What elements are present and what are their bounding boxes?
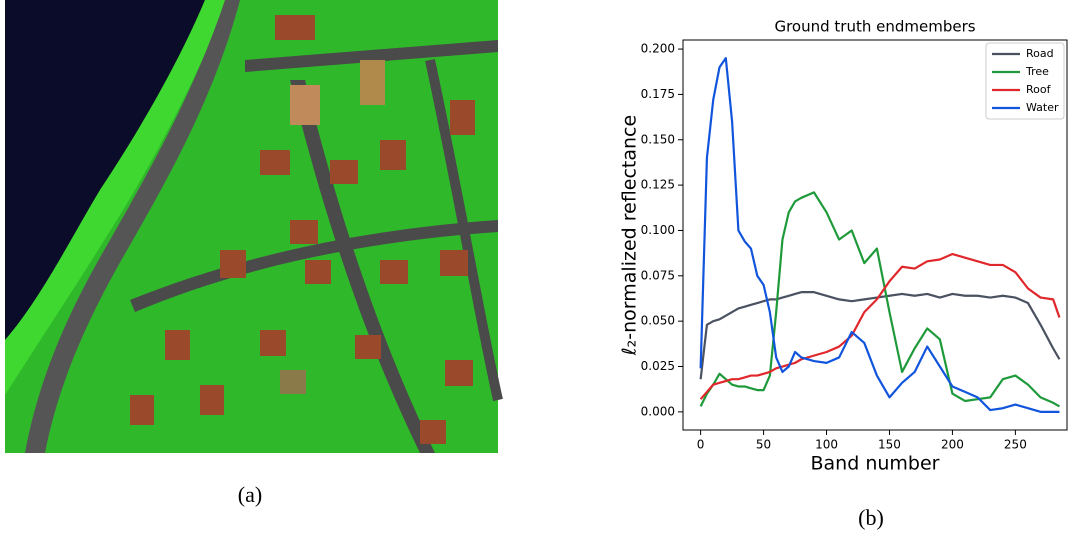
legend-box — [985, 42, 1065, 120]
chart-title: Ground truth endmembers — [774, 18, 975, 36]
legend-label: Tree — [1025, 65, 1049, 78]
legend-label: Road — [1026, 47, 1054, 60]
y-tick-label: 0.075 — [641, 268, 675, 282]
x-tick-label: 100 — [815, 438, 838, 452]
legend-label: Roof — [1026, 83, 1052, 96]
legend-label: Water — [1026, 101, 1059, 114]
series-line — [699, 252, 1061, 400]
series-line — [699, 191, 1060, 408]
x-tick-label: 0 — [697, 438, 705, 452]
y-tick-label: 0.025 — [641, 359, 675, 373]
y-tick-label: 0.200 — [641, 42, 675, 56]
y-tick-label: 0.150 — [641, 132, 675, 146]
y-tick-label: 0.100 — [641, 223, 675, 237]
x-tick-label: 250 — [1004, 438, 1027, 452]
y-tick-label: 0.050 — [641, 314, 675, 328]
aerial-image — [5, 0, 503, 453]
x-tick-label: 150 — [878, 438, 901, 452]
y-tick-label: 0.175 — [641, 87, 675, 101]
x-tick-label: 50 — [756, 438, 771, 452]
caption-a: (a) — [238, 482, 262, 507]
x-tick-label: 200 — [941, 438, 964, 452]
x-axis-label: Band number — [811, 453, 940, 475]
plot-frame — [682, 39, 1068, 431]
y-tick-label: 0.000 — [641, 404, 675, 418]
series-line — [699, 291, 1061, 380]
caption-b: (b) — [858, 505, 884, 530]
y-tick-label: 0.125 — [641, 178, 675, 192]
y-axis-label: ℓ₂-normalized reflectance — [619, 115, 641, 356]
series-line — [699, 57, 1060, 413]
